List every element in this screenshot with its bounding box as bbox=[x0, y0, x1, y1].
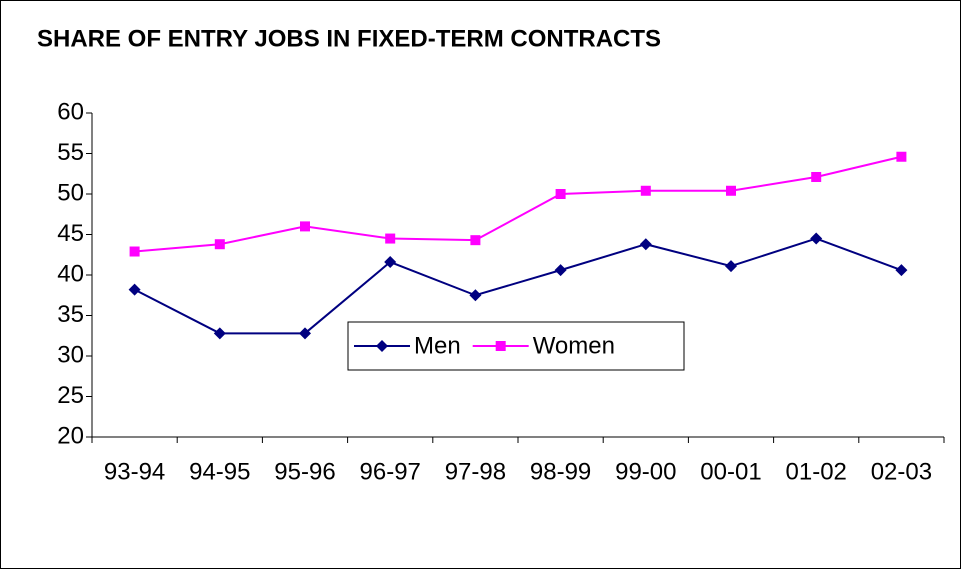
y-tick-label: 60 bbox=[57, 98, 84, 125]
data-point bbox=[725, 260, 737, 273]
data-point bbox=[470, 235, 481, 246]
x-tick-label: 02-03 bbox=[871, 458, 932, 485]
data-point bbox=[554, 264, 567, 277]
legend-marker bbox=[376, 340, 388, 352]
data-point bbox=[555, 189, 566, 199]
y-tick-label: 45 bbox=[57, 220, 84, 247]
data-point bbox=[129, 246, 140, 257]
data-point bbox=[895, 264, 908, 277]
chart-title: SHARE OF ENTRY JOBS IN FIXED-TERM CONTRA… bbox=[37, 25, 661, 52]
x-tick-label: 98-99 bbox=[530, 458, 591, 485]
x-tick-label: 99-00 bbox=[615, 458, 676, 485]
data-point bbox=[128, 283, 141, 296]
x-tick-label: 96-97 bbox=[360, 458, 421, 485]
series-line bbox=[134, 237, 902, 335]
data-point bbox=[214, 239, 225, 250]
data-point bbox=[640, 185, 651, 196]
y-tick-label: 20 bbox=[57, 422, 84, 449]
data-point bbox=[896, 151, 907, 162]
x-tick-label: 97-98 bbox=[445, 458, 506, 485]
legend-label: Men bbox=[414, 332, 461, 359]
x-tick-label: 93-94 bbox=[104, 458, 165, 485]
data-point bbox=[385, 233, 396, 244]
series-line bbox=[134, 155, 902, 253]
legend-label: Women bbox=[533, 332, 615, 359]
data-point bbox=[213, 327, 226, 340]
data-point bbox=[299, 327, 311, 340]
y-tick-label: 25 bbox=[57, 382, 84, 409]
y-tick-label: 40 bbox=[57, 260, 84, 287]
data-point bbox=[810, 232, 823, 245]
data-point bbox=[300, 221, 310, 232]
data-point bbox=[726, 185, 736, 196]
data-point bbox=[811, 171, 822, 182]
x-tick-label: 95-96 bbox=[274, 458, 335, 485]
x-tick-label: 01-02 bbox=[786, 458, 847, 485]
legend-marker bbox=[495, 341, 506, 351]
y-tick-label: 30 bbox=[57, 341, 84, 368]
data-point bbox=[639, 238, 652, 251]
x-tick-label: 94-95 bbox=[189, 458, 250, 485]
data-point bbox=[469, 289, 482, 302]
x-tick-label: 00-01 bbox=[700, 458, 761, 485]
y-tick-label: 50 bbox=[57, 179, 84, 206]
y-tick-label: 35 bbox=[57, 301, 84, 328]
y-tick-label: 55 bbox=[57, 139, 84, 166]
data-point bbox=[384, 256, 397, 269]
